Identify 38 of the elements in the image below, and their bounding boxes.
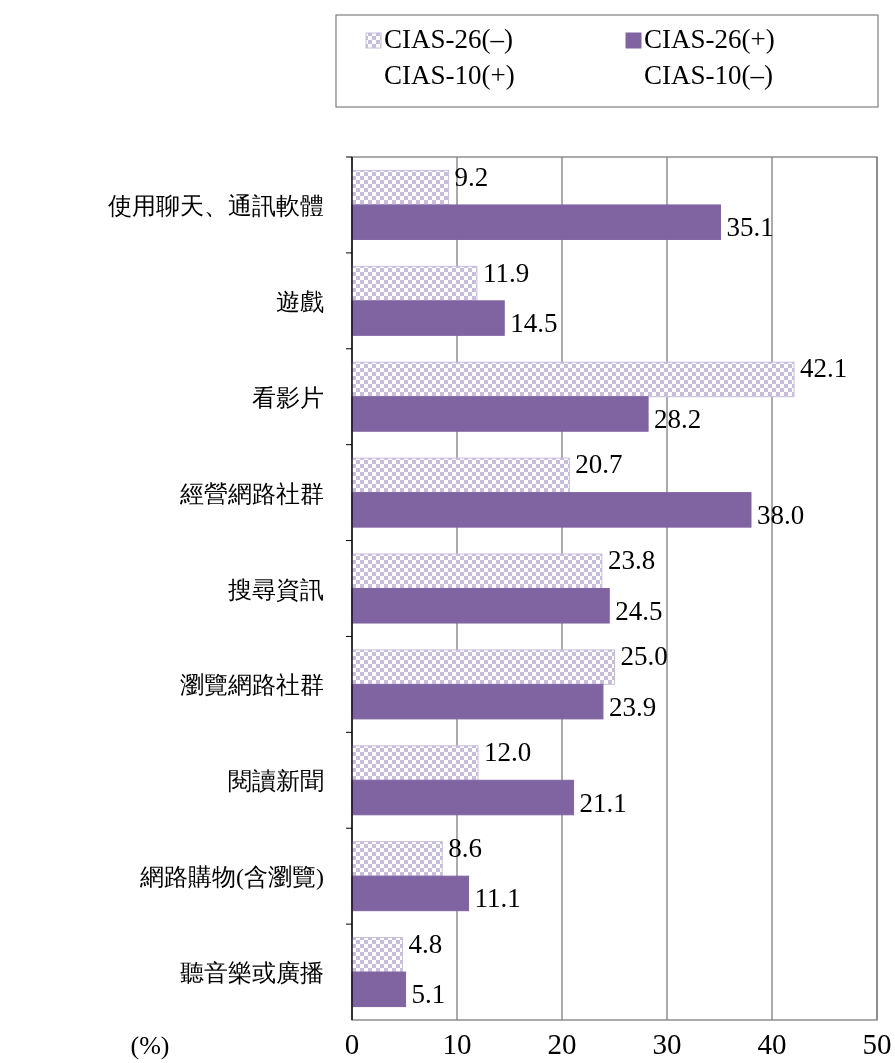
data-label: 28.2 <box>654 404 702 434</box>
category-label: 聽音樂或廣播 <box>180 960 324 987</box>
tick-label: 0 <box>344 1028 360 1060</box>
category-label: 使用聊天、通訊軟體 <box>108 192 324 219</box>
data-label: 23.8 <box>607 545 656 576</box>
tick-label: 20 <box>547 1028 577 1060</box>
tick-label: 30 <box>652 1028 682 1060</box>
category-label: 經營網路社群 <box>180 480 324 507</box>
legend-label: CIAS-26(–) <box>384 24 513 54</box>
data-label: 20.7 <box>575 449 623 480</box>
tick-label: 40 <box>757 1028 787 1060</box>
category-label: 看影片 <box>252 384 324 411</box>
legend-label: CIAS-26(+) <box>644 24 775 54</box>
category-label: 搜尋資訊 <box>228 576 324 603</box>
category-label: 閱讀新聞 <box>228 768 324 795</box>
legend-label: CIAS-10(+) <box>384 60 515 90</box>
data-label: 11.9 <box>482 257 530 288</box>
data-label: 25.0 <box>620 641 668 672</box>
data-label: 23.9 <box>608 691 657 722</box>
data-label: 8.6 <box>448 832 483 863</box>
data-label: 5.1 <box>411 979 446 1010</box>
category-label: 網路購物(含瀏覽) <box>140 864 324 891</box>
data-label: 12.0 <box>484 737 532 767</box>
tick-label: 10 <box>442 1028 472 1060</box>
category-label: 遊戲 <box>276 288 324 315</box>
data-label: 38.0 <box>757 499 805 530</box>
data-label: 11.1 <box>474 883 521 914</box>
data-label: 9.2 <box>454 161 489 192</box>
tick-label: 50 <box>862 1028 892 1060</box>
data-label: 42.1 <box>800 353 848 384</box>
data-label: 14.5 <box>510 308 558 339</box>
data-label: 35.1 <box>726 212 774 243</box>
legend-label: CIAS-10(–) <box>644 60 773 90</box>
data-label: 4.8 <box>408 928 443 959</box>
x-axis-title: (%) <box>130 1031 170 1060</box>
category-label: 瀏覽網路社群 <box>180 672 324 699</box>
data-label: 24.5 <box>615 595 663 626</box>
data-label: 21.1 <box>579 787 627 818</box>
